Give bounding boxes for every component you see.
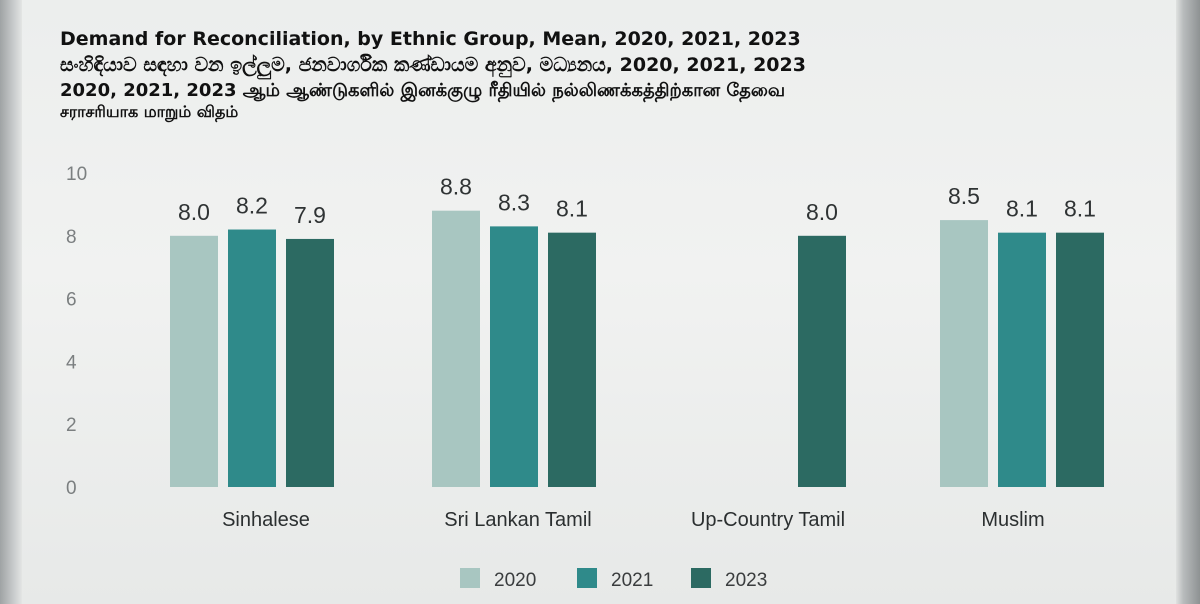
legend-label: 2020 <box>494 570 536 591</box>
bar-2021-muslim <box>998 232 1046 487</box>
bar-2020-muslim <box>940 220 988 487</box>
title-english: Demand for Reconciliation, by Ethnic Gro… <box>60 28 801 50</box>
data-label: 7.9 <box>294 202 326 228</box>
y-tick-label: 2 <box>66 415 77 436</box>
y-tick-label: 8 <box>66 227 77 248</box>
monitor-bezel-right <box>1176 0 1200 604</box>
data-label: 8.1 <box>556 196 588 222</box>
bar-2023-sri-lankan-tamil <box>548 232 596 487</box>
bar-2021-sri-lankan-tamil <box>490 226 538 487</box>
legend-label: 2021 <box>611 570 653 591</box>
category-label: Muslim <box>981 509 1044 531</box>
data-label: 8.5 <box>948 183 980 209</box>
data-label: 8.2 <box>236 193 268 219</box>
title-sinhala: සංහිඳියාව සඳහා වන ඉල්ලුම, ජනවාර්ගික කණ්ඩ… <box>60 53 806 76</box>
data-label: 8.1 <box>1064 196 1096 222</box>
y-tick-label: 4 <box>66 352 77 373</box>
bar-2023-muslim <box>1056 232 1104 487</box>
monitor-bezel-left <box>0 0 22 604</box>
data-label: 8.0 <box>178 199 210 225</box>
legend-swatch-2021 <box>577 568 597 588</box>
bar-2021-sinhalese <box>228 229 276 487</box>
y-tick-label: 6 <box>66 290 77 311</box>
data-label: 8.3 <box>498 189 530 215</box>
legend-swatch-2020 <box>460 568 480 588</box>
title-block: Demand for Reconciliation, by Ethnic Gro… <box>60 28 1060 122</box>
data-label: 8.1 <box>1006 196 1038 222</box>
bar-2020-sri-lankan-tamil <box>432 210 480 487</box>
bar-2020-sinhalese <box>170 235 218 487</box>
legend-swatch-2023 <box>691 568 711 588</box>
legend-label: 2023 <box>725 570 767 591</box>
data-label: 8.0 <box>806 199 838 225</box>
y-tick-label: 10 <box>66 164 87 185</box>
bar-2023-sinhalese <box>286 238 334 487</box>
bar-2023-up-country-tamil <box>798 235 846 487</box>
title-tamil-line1: 2020, 2021, 2023 ஆம் ஆண்டுகளில் இனக்குழு… <box>60 79 786 101</box>
category-label: Up-Country Tamil <box>691 509 845 531</box>
category-label: Sri Lankan Tamil <box>444 509 591 531</box>
y-tick-label: 0 <box>66 478 77 499</box>
category-label: Sinhalese <box>222 509 310 531</box>
data-label: 8.8 <box>440 174 472 200</box>
title-tamil-line2: சராசரியாக மாறும் விதம் <box>60 102 239 121</box>
